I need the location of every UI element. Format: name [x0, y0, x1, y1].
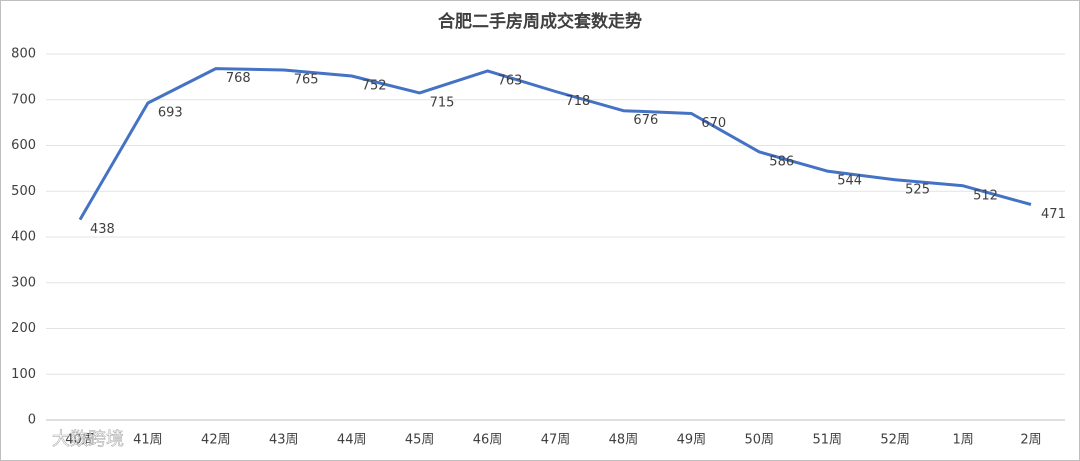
- x-tick-label: 49周: [677, 433, 707, 448]
- y-tick-label: 600: [11, 138, 36, 153]
- y-tick-label: 700: [11, 92, 36, 107]
- x-tick-label: 48周: [609, 433, 639, 448]
- x-tick-label: 50周: [745, 433, 775, 448]
- y-tick-label: 400: [11, 230, 36, 245]
- data-label: 718: [566, 94, 591, 109]
- x-tick-label: 42周: [201, 433, 231, 448]
- y-tick-label: 200: [11, 321, 36, 336]
- y-tick-label: 100: [11, 367, 36, 382]
- data-label: 438: [90, 222, 115, 237]
- x-tick-label: 47周: [541, 433, 571, 448]
- x-tick-label: 41周: [133, 433, 163, 448]
- data-label: 752: [362, 78, 387, 93]
- x-tick-label: 40周: [65, 433, 95, 448]
- data-label: 471: [1041, 207, 1066, 222]
- x-tick-label: 52周: [880, 433, 910, 448]
- data-label: 765: [294, 73, 319, 88]
- data-label: 544: [837, 174, 862, 189]
- data-label: 715: [430, 95, 455, 110]
- data-label: 676: [633, 113, 658, 128]
- x-tick-label: 1周: [952, 433, 973, 448]
- data-label: 586: [769, 154, 794, 169]
- x-tick-label: 51周: [812, 433, 842, 448]
- line: [78, 67, 1032, 221]
- y-tick-label: 500: [11, 184, 36, 199]
- y-tick-label: 300: [11, 275, 36, 290]
- x-tick-label: 43周: [269, 433, 299, 448]
- y-tick-label: 800: [11, 47, 36, 62]
- watermark: 大数跨境: [52, 429, 124, 450]
- data-label: 763: [498, 73, 523, 88]
- data-label: 512: [973, 188, 998, 203]
- data-label: 670: [701, 116, 726, 131]
- chart-title: 合肥二手房周成交套数走势: [438, 11, 642, 32]
- x-tick-label: 44周: [337, 433, 367, 448]
- x-tick-label: 46周: [473, 433, 503, 448]
- y-tick-label: 0: [28, 413, 36, 428]
- data-label: 525: [905, 182, 930, 197]
- x-tick-label: 45周: [405, 433, 435, 448]
- data-label: 693: [158, 105, 183, 120]
- data-label: 768: [226, 71, 251, 86]
- x-tick-label: 2周: [1020, 433, 1041, 448]
